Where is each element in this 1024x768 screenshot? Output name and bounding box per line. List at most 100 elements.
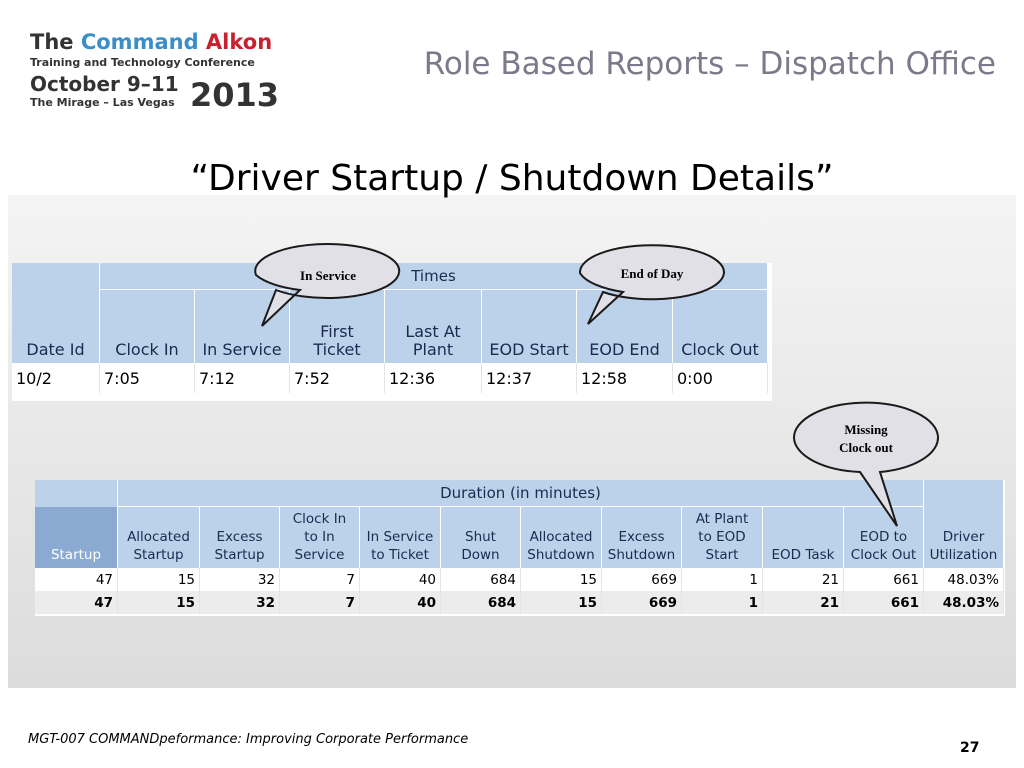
table-cell: 15 <box>118 568 200 591</box>
table-cell: 7:52 <box>290 363 385 393</box>
table-cell: 47 <box>35 591 118 614</box>
callout-text: In Service <box>300 268 356 283</box>
table-cell: 7 <box>280 568 360 591</box>
table-cell: 12:58 <box>577 363 673 393</box>
table-cell: 32 <box>200 568 280 591</box>
column-header: Date Id <box>12 290 100 363</box>
column-header: EOD Start <box>482 290 577 363</box>
table-cell: 48.03% <box>924 591 1004 614</box>
text-line: to EOD <box>698 529 746 545</box>
text-line: Date Id <box>26 340 85 359</box>
header-blank <box>35 480 118 507</box>
table-cell: 7:12 <box>195 363 290 393</box>
table-cell: 661 <box>844 591 924 614</box>
text-line: EOD Task <box>771 547 835 563</box>
column-header: First Ticket <box>290 290 385 363</box>
text-line: Excess <box>216 529 263 545</box>
text-line: EOD to <box>859 529 908 545</box>
text-line: First <box>320 322 354 341</box>
table-cell: 21 <box>763 568 844 591</box>
table-cell: 32 <box>200 591 280 614</box>
text-line: In Service <box>366 529 434 545</box>
column-header: EOD Task <box>763 507 844 568</box>
text-line: to In <box>304 529 335 545</box>
text-line: In Service <box>202 340 282 359</box>
table-cell: 7 <box>280 591 360 614</box>
logo-line3: October 9–11 <box>30 72 179 96</box>
text-line: Utilization <box>929 547 998 563</box>
slide-title: Role Based Reports – Dispatch Office <box>423 46 996 82</box>
column-header: Excess Shutdown <box>602 507 682 568</box>
text-line: Excess <box>618 529 665 545</box>
text-line: Last At <box>405 322 461 341</box>
callout-text: End of Day <box>621 266 684 281</box>
text-line: Plant <box>412 340 454 359</box>
table-cell: 48.03% <box>924 568 1004 591</box>
column-header: Clock In to In Service <box>280 507 360 568</box>
text-line: Service <box>294 547 345 563</box>
text-line: Clock In <box>292 511 347 527</box>
text-line: to Ticket <box>371 547 429 563</box>
text-line: Allocated <box>127 529 190 545</box>
table-cell: 40 <box>360 568 441 591</box>
table-cell: 15 <box>521 591 602 614</box>
table-cell: 15 <box>118 591 200 614</box>
duration-table: Duration (in minutes) Startup Allocated Sta… <box>35 480 1005 616</box>
table-cell: 684 <box>441 568 521 591</box>
table-cell: 684 <box>441 591 521 614</box>
column-header: Allocated Shutdown <box>521 507 602 568</box>
text-line: Ticket <box>313 340 361 359</box>
table-cell: 669 <box>602 568 682 591</box>
table-cell: 12:37 <box>482 363 577 393</box>
logo-line1: The Command Alkon <box>30 30 272 54</box>
text-line: At Plant <box>695 511 749 527</box>
group-header: Duration (in minutes) <box>118 480 924 507</box>
column-header: Excess Startup <box>200 507 280 568</box>
text-line: Startup <box>214 547 265 563</box>
callout-bubble <box>792 401 939 527</box>
column-header: Clock In <box>100 290 195 363</box>
column-header: At Plant to EOD Start <box>682 507 763 568</box>
logo-word: Command <box>80 30 199 54</box>
column-header: In Service to Ticket <box>360 507 441 568</box>
column-header: Driver Utilization <box>924 507 1004 568</box>
table-cell: 12:36 <box>385 363 482 393</box>
column-header: EOD End <box>577 290 673 363</box>
column-header: EOD to Clock Out <box>844 507 924 568</box>
text-line: Startup <box>50 547 102 563</box>
text-line: Startup <box>133 547 184 563</box>
text-line: Clock Out <box>681 340 759 359</box>
text-line: Allocated <box>529 529 593 545</box>
table-cell: 7:05 <box>100 363 195 393</box>
text-line: Start <box>705 547 739 563</box>
text-line: Shutdown <box>607 547 676 563</box>
page-number: 27 <box>960 740 980 756</box>
text-line: Clock In <box>115 340 179 359</box>
logo-word: The <box>30 30 74 54</box>
table-cell: 1 <box>682 568 763 591</box>
callout-text: Clock out <box>839 440 893 455</box>
logo-word: Alkon <box>205 30 273 54</box>
text-line: Clock Out <box>850 547 917 563</box>
header-blank <box>12 263 100 290</box>
footer-text: MGT-007 COMMANDpeformance: Improving Cor… <box>28 732 469 747</box>
subtitle: “Driver Startup / Shutdown Details” <box>190 158 834 199</box>
table-cell: 40 <box>360 591 441 614</box>
column-header: Shut Down <box>441 507 521 568</box>
text-line: Shutdown <box>527 547 595 563</box>
text-line: Shut <box>465 529 496 545</box>
table-cell: 15 <box>521 568 602 591</box>
header-blank <box>768 263 769 290</box>
logo-line4: The Mirage – Las Vegas <box>30 96 175 109</box>
logo-line2: Training and Technology Conference <box>30 56 255 69</box>
table-cell: 0:00 <box>673 363 768 393</box>
text-line: Driver <box>942 529 985 545</box>
table-cell: 47 <box>35 568 118 591</box>
table-cell: 1 <box>682 591 763 614</box>
column-header: Last At Plant <box>385 290 482 363</box>
header-blank <box>924 480 1004 507</box>
table-cell: 669 <box>602 591 682 614</box>
table-cell: 661 <box>844 568 924 591</box>
